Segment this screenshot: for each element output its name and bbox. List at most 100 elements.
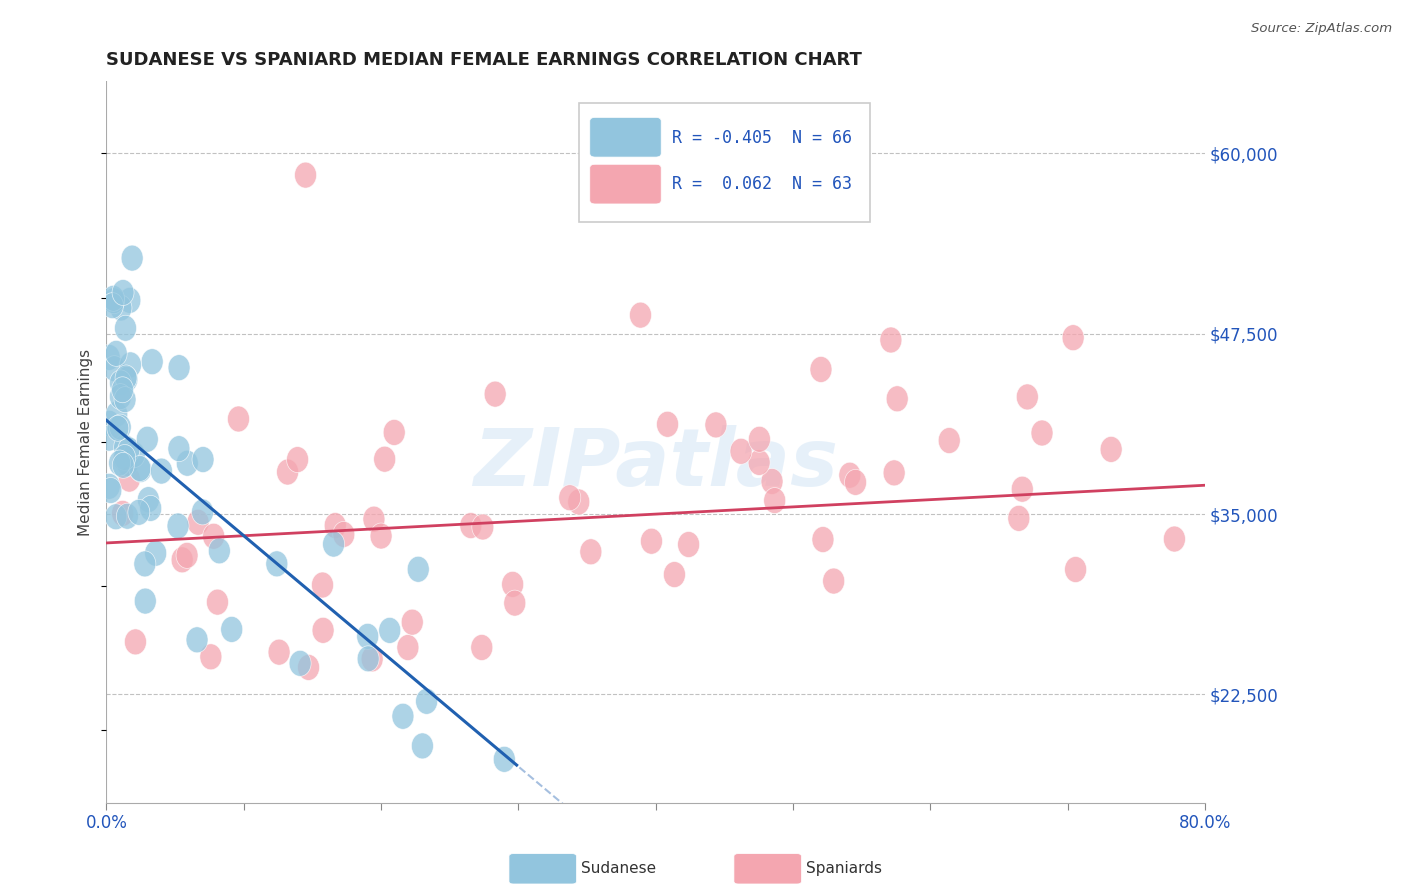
Ellipse shape: [886, 386, 908, 412]
Ellipse shape: [287, 447, 308, 473]
Ellipse shape: [845, 469, 866, 495]
Ellipse shape: [125, 629, 146, 655]
Ellipse shape: [187, 509, 209, 535]
Ellipse shape: [110, 295, 132, 321]
Ellipse shape: [191, 499, 214, 524]
FancyBboxPatch shape: [589, 118, 661, 157]
Ellipse shape: [186, 627, 208, 653]
Ellipse shape: [150, 458, 173, 484]
Ellipse shape: [471, 634, 492, 660]
Text: Sudanese: Sudanese: [581, 862, 655, 876]
Ellipse shape: [357, 624, 378, 649]
Ellipse shape: [392, 703, 413, 730]
Ellipse shape: [579, 539, 602, 565]
Ellipse shape: [141, 349, 163, 375]
Ellipse shape: [128, 500, 150, 525]
Ellipse shape: [202, 524, 225, 549]
Ellipse shape: [1062, 325, 1084, 351]
Ellipse shape: [503, 591, 526, 616]
Ellipse shape: [208, 538, 231, 564]
Ellipse shape: [104, 356, 125, 382]
Ellipse shape: [361, 646, 382, 672]
Ellipse shape: [98, 410, 120, 436]
Ellipse shape: [374, 446, 395, 472]
Ellipse shape: [193, 447, 214, 473]
Ellipse shape: [704, 412, 727, 438]
Ellipse shape: [1011, 476, 1033, 502]
Text: Spaniards: Spaniards: [806, 862, 882, 876]
Ellipse shape: [883, 460, 905, 486]
Ellipse shape: [114, 434, 135, 460]
Ellipse shape: [1008, 506, 1029, 532]
FancyBboxPatch shape: [589, 164, 661, 204]
Ellipse shape: [134, 551, 156, 577]
Ellipse shape: [105, 504, 127, 530]
Ellipse shape: [111, 500, 134, 526]
Ellipse shape: [748, 450, 770, 475]
Ellipse shape: [114, 386, 136, 413]
Ellipse shape: [641, 528, 662, 554]
Ellipse shape: [207, 589, 228, 615]
Ellipse shape: [117, 450, 138, 476]
Text: SUDANESE VS SPANIARD MEDIAN FEMALE EARNINGS CORRELATION CHART: SUDANESE VS SPANIARD MEDIAN FEMALE EARNI…: [107, 51, 862, 69]
Ellipse shape: [115, 365, 136, 391]
Ellipse shape: [110, 384, 131, 409]
Y-axis label: Median Female Earnings: Median Female Earnings: [79, 349, 93, 535]
Ellipse shape: [145, 541, 167, 566]
Ellipse shape: [472, 514, 494, 540]
Ellipse shape: [401, 609, 423, 635]
Ellipse shape: [228, 406, 249, 432]
Ellipse shape: [763, 488, 786, 514]
Ellipse shape: [558, 484, 581, 511]
Ellipse shape: [101, 293, 124, 318]
Ellipse shape: [103, 288, 125, 314]
Ellipse shape: [312, 572, 333, 598]
Ellipse shape: [167, 513, 188, 539]
Text: R = -0.405  N = 66: R = -0.405 N = 66: [672, 128, 852, 146]
Ellipse shape: [129, 456, 150, 482]
Ellipse shape: [1017, 384, 1038, 410]
Ellipse shape: [378, 617, 401, 643]
Ellipse shape: [678, 532, 700, 558]
Ellipse shape: [112, 279, 134, 305]
Ellipse shape: [98, 344, 120, 370]
Ellipse shape: [124, 442, 145, 467]
Ellipse shape: [460, 513, 482, 539]
Ellipse shape: [325, 513, 346, 539]
Ellipse shape: [136, 426, 159, 452]
Ellipse shape: [110, 370, 132, 396]
Ellipse shape: [107, 416, 129, 442]
Ellipse shape: [630, 302, 651, 328]
Ellipse shape: [112, 446, 135, 472]
Ellipse shape: [502, 572, 523, 598]
Ellipse shape: [748, 426, 770, 452]
Ellipse shape: [105, 401, 128, 427]
Ellipse shape: [114, 444, 135, 470]
Ellipse shape: [810, 357, 832, 383]
Ellipse shape: [1064, 557, 1087, 582]
Ellipse shape: [117, 503, 138, 529]
Ellipse shape: [290, 650, 311, 676]
Ellipse shape: [112, 452, 134, 478]
Ellipse shape: [98, 425, 120, 451]
Ellipse shape: [880, 327, 901, 353]
Ellipse shape: [105, 341, 127, 367]
Ellipse shape: [938, 427, 960, 453]
Ellipse shape: [120, 351, 142, 378]
Ellipse shape: [138, 487, 159, 513]
Ellipse shape: [322, 531, 344, 558]
Ellipse shape: [568, 489, 589, 515]
Ellipse shape: [176, 542, 198, 568]
Ellipse shape: [333, 522, 354, 548]
Ellipse shape: [121, 245, 143, 271]
Ellipse shape: [118, 467, 141, 492]
Ellipse shape: [221, 616, 243, 642]
Ellipse shape: [176, 450, 198, 476]
Ellipse shape: [657, 411, 679, 437]
Ellipse shape: [1031, 420, 1053, 446]
Ellipse shape: [139, 495, 162, 521]
Ellipse shape: [494, 747, 516, 772]
Ellipse shape: [129, 457, 152, 483]
Text: R =  0.062  N = 63: R = 0.062 N = 63: [672, 176, 852, 194]
Ellipse shape: [312, 617, 335, 643]
